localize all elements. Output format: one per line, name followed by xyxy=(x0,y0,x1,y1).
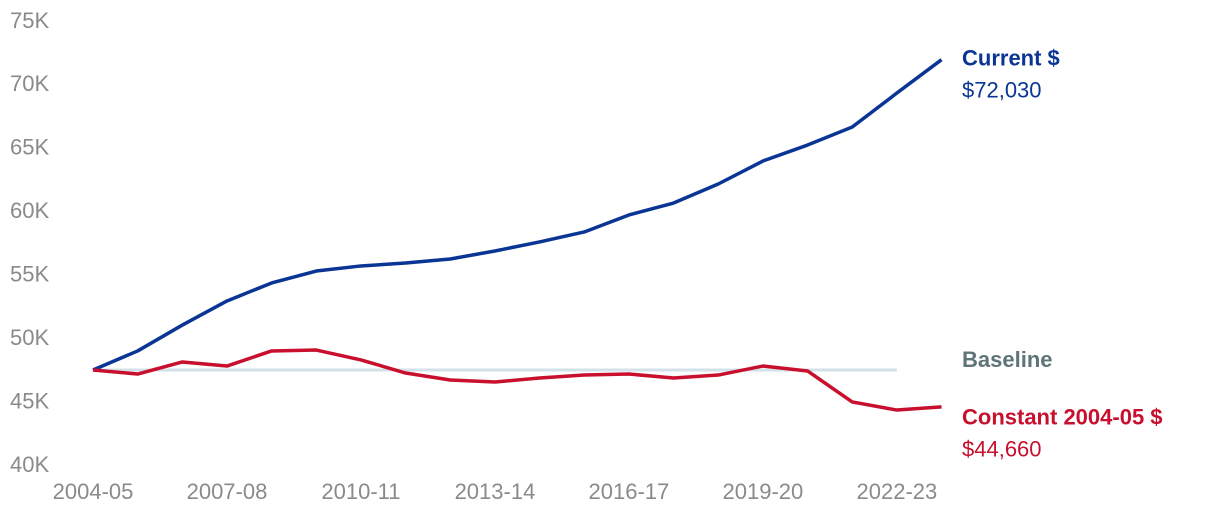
y-tick-label: 55K xyxy=(10,262,49,287)
y-tick-label: 70K xyxy=(10,71,49,96)
y-tick-label: 60K xyxy=(10,198,49,223)
x-tick-label: 2010-11 xyxy=(321,479,400,504)
x-tick-label: 2007-08 xyxy=(187,479,268,504)
series-name: Current $ xyxy=(962,45,1060,70)
series-line xyxy=(92,58,943,372)
end-value-label: $44,660 xyxy=(962,437,1042,462)
y-tick-label: 45K xyxy=(10,388,49,413)
baseline-label: Baseline xyxy=(962,347,1053,372)
y-tick-label: 50K xyxy=(10,325,49,350)
x-tick-label: 2022-23 xyxy=(857,479,938,504)
y-tick-label: 65K xyxy=(10,135,49,160)
y-tick-label: 75K xyxy=(10,8,49,33)
x-tick-label: 2019-20 xyxy=(723,479,804,504)
end-value-label: $72,030 xyxy=(962,77,1042,102)
series-line xyxy=(92,348,942,412)
x-tick-label: 2004-05 xyxy=(53,479,134,504)
series-name: Constant 2004-05 $ xyxy=(962,405,1163,430)
y-tick-label: 40K xyxy=(10,452,49,477)
x-tick-label: 2013-14 xyxy=(455,479,536,504)
x-tick-label: 2016-17 xyxy=(589,479,670,504)
